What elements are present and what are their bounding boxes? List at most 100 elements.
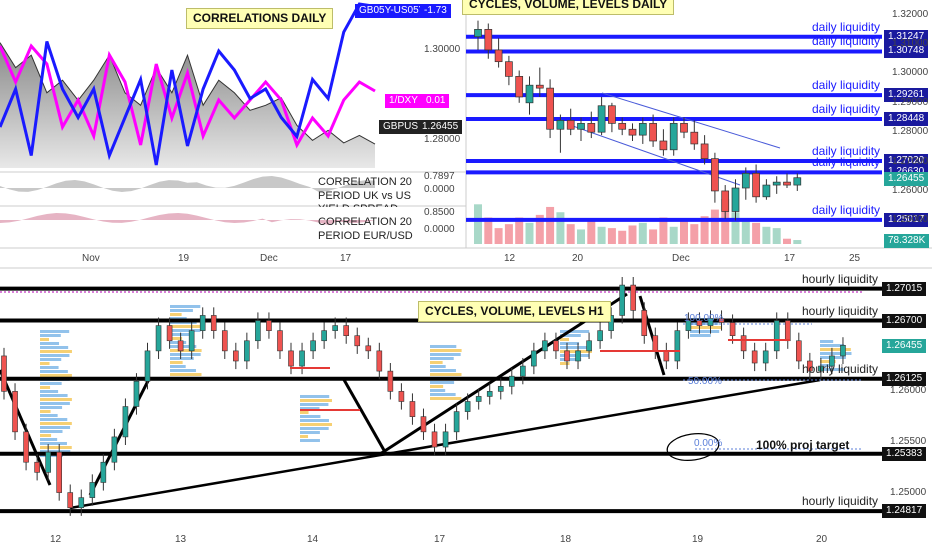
daily-candle <box>783 181 791 186</box>
volume-profile-bar <box>170 317 187 320</box>
volume-profile-bar <box>40 430 63 433</box>
gbpusd-line <box>0 42 376 145</box>
daily-candle <box>793 177 802 186</box>
hourly-candle <box>453 411 460 433</box>
volume-profile-bar <box>690 326 722 329</box>
volume-profile-bar <box>560 358 582 361</box>
daily-candle <box>741 172 750 189</box>
daily-candle <box>700 143 709 159</box>
volume-profile-bar <box>430 361 443 364</box>
volume-bar <box>577 229 585 244</box>
hourly-last-price: 1.26455 <box>882 339 927 354</box>
hourly-x-tick: 19 <box>692 534 704 545</box>
daily-volume-label: 78.328K <box>884 234 930 248</box>
volume-profile-bar <box>300 435 309 438</box>
hourly-candle <box>23 431 29 463</box>
volume-bar <box>474 204 482 244</box>
hourly-x-tick: 13 <box>175 534 187 545</box>
volume-profile-bar <box>430 385 444 388</box>
hourly-candle <box>34 461 40 473</box>
volume-profile-bar <box>430 353 461 356</box>
volume-profile-bar <box>820 364 833 367</box>
volume-profile-bar <box>430 389 446 392</box>
volume-profile-bar <box>170 309 193 312</box>
daily-candle <box>752 172 760 198</box>
volume-bar <box>793 240 802 244</box>
channel-line <box>601 92 781 149</box>
hourly-y-tick: 1.26000 <box>890 385 927 397</box>
daily-candle <box>505 61 513 77</box>
daily-level-price: 1.25017 <box>884 212 929 227</box>
hourly-candle <box>718 318 725 323</box>
daily-candle <box>711 158 719 192</box>
volume-profile-bar <box>40 402 70 405</box>
daily-candle <box>721 190 730 212</box>
corr-eur-usd-text: CORRELATION 20 <box>318 216 412 228</box>
volume-profile-bar <box>170 361 183 364</box>
hourly-liquidity-label: hourly liquidity <box>802 271 879 286</box>
daily-candle <box>474 29 482 38</box>
volume-profile-bar <box>170 357 194 360</box>
daily-candle <box>494 49 503 63</box>
volume-bar <box>762 226 771 244</box>
hourly-candle <box>696 320 703 326</box>
volume-bar <box>659 217 668 244</box>
daily-liquidity-label: daily liquidity <box>812 202 881 217</box>
volume-profile-bar <box>560 330 590 333</box>
volume-profile-bar <box>170 353 201 356</box>
projection-target-label: 100% proj target <box>756 437 850 452</box>
hourly-candle <box>475 396 482 402</box>
daily-candle <box>484 29 493 51</box>
daily-liquidity-label: daily liquidity <box>812 78 881 93</box>
hourly-candle <box>255 320 261 342</box>
volume-profile-bar <box>40 338 50 341</box>
daily-candle <box>638 123 647 136</box>
hourly-candle <box>707 318 714 326</box>
hourly-candle <box>531 350 537 367</box>
hourly-candle <box>486 391 493 397</box>
series-value-dxy: 0.01 <box>422 94 450 108</box>
volume-bar <box>556 212 565 244</box>
volume-profile-bar <box>40 450 71 453</box>
hourly-candle <box>398 391 405 402</box>
volume-profile-bar <box>300 415 321 418</box>
daily-candle <box>628 128 637 136</box>
hourly-candle <box>387 370 394 392</box>
corr-uk-us-text: PERIOD UK vs US <box>318 190 411 202</box>
hourly-candle <box>685 320 692 331</box>
trend-line <box>88 376 152 496</box>
volume-profile-bar <box>430 345 457 348</box>
volume-profile-bar <box>40 366 59 369</box>
daily-candle <box>772 181 781 186</box>
hourly-candle <box>608 315 614 331</box>
hourly-candle <box>365 345 372 352</box>
hourly-liquidity-label: hourly liquidity <box>802 361 879 376</box>
corr-x-tick: 19 <box>178 253 190 264</box>
volume-profile-bar <box>300 403 329 406</box>
volume-bar <box>494 228 503 244</box>
hourly-liquidity-label: hourly liquidity <box>802 494 879 509</box>
volume-profile-bar <box>560 354 590 357</box>
series-value-gb05y: -1.73 <box>420 4 451 18</box>
volume-profile-bar <box>820 340 834 343</box>
hourly-candle <box>674 330 681 362</box>
daily-y-tick: 1.31000 <box>892 38 929 50</box>
hourly-candle <box>740 335 747 352</box>
hourly-candle <box>729 322 736 336</box>
hourly-candle <box>277 330 283 352</box>
daily-candle <box>690 131 699 145</box>
daily-x-tick: 25 <box>849 253 861 264</box>
hourly-title: CYCLES, VOLUME, LEVELS H1 <box>418 301 611 322</box>
hourly-candle <box>597 330 603 342</box>
volume-profile-bar <box>40 406 63 409</box>
hourly-candle <box>78 497 85 509</box>
volume-profile-bar <box>40 398 72 401</box>
volume-profile-bar <box>40 350 72 353</box>
daily-level-price: 1.27020 <box>884 153 929 168</box>
hourly-candle <box>796 340 802 362</box>
corr-y-tick: 1.28000 <box>424 134 461 145</box>
daily-candle <box>587 123 596 133</box>
daily-liquidity-label: daily liquidity <box>812 19 881 34</box>
